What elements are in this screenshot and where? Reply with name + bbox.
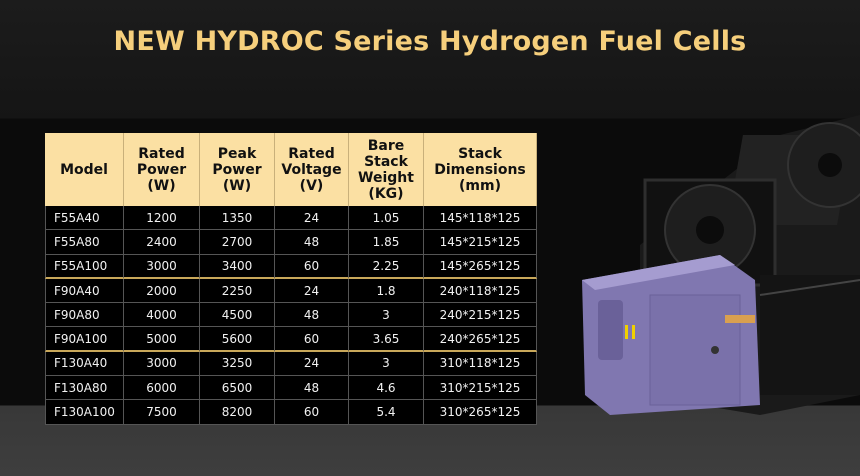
table-cell: 5000 [124,327,200,352]
table-cell: 4500 [200,303,275,328]
table-cell: 24 [275,351,349,377]
table-cell: 6500 [200,376,275,401]
table-cell: 7500 [124,400,200,425]
table-cell: 2700 [200,230,275,255]
table-cell: 1.8 [349,278,424,304]
table-cell: 24 [275,278,349,304]
table-cell: 60 [275,400,349,425]
table-cell: 3000 [124,351,200,377]
column-header: Rated Voltage (V) [275,133,349,206]
table-cell: 240*215*125 [424,303,537,328]
table-cell: 60 [275,254,349,279]
column-header: Peak Power (W) [200,133,275,206]
table-cell: 1350 [200,206,275,231]
table-cell: 2400 [124,230,200,255]
table-cell: F130A40 [45,351,124,377]
table-cell: F130A100 [45,400,124,425]
table-cell: 240*118*125 [424,278,537,304]
table-cell: 310*215*125 [424,376,537,401]
table-cell: 2.25 [349,254,424,279]
table-cell: 145*265*125 [424,254,537,279]
table-cell: 5.4 [349,400,424,425]
table-cell: 48 [275,230,349,255]
table-cell: F55A100 [45,254,124,279]
column-header: Bare Stack Weight (KG) [349,133,424,206]
table-cell: 4.6 [349,376,424,401]
table-cell: F55A40 [45,206,124,231]
table-cell: 2250 [200,278,275,304]
table-cell: 3 [349,303,424,328]
table-cell: 6000 [124,376,200,401]
spec-table: Model Rated Power (W) Peak Power (W) Rated … [45,133,537,425]
fuel-cell-image [582,115,860,415]
table-cell: 240*265*125 [424,327,537,352]
table-cell: 48 [275,376,349,401]
table-cell: 310*265*125 [424,400,537,425]
table-cell: 145*118*125 [424,206,537,231]
table-cell: F90A100 [45,327,124,352]
table-cell: 3 [349,351,424,377]
column-header: Model [45,133,124,206]
table-cell: 24 [275,206,349,231]
table-cell: F90A40 [45,278,124,304]
table-cell: 310*118*125 [424,351,537,377]
table-cell: 2000 [124,278,200,304]
table-cell: F130A80 [45,376,124,401]
table-cell: 3.65 [349,327,424,352]
table-cell: 8200 [200,400,275,425]
table-cell: 1200 [124,206,200,231]
table-cell: F55A80 [45,230,124,255]
column-header: Stack Dimensions (mm) [424,133,537,206]
table-cell: 5600 [200,327,275,352]
table-cell: 1.05 [349,206,424,231]
column-header: Rated Power (W) [124,133,200,206]
table-cell: 145*215*125 [424,230,537,255]
table-cell: F90A80 [45,303,124,328]
title: NEW HYDROC Series Hydrogen Fuel Cells [113,26,747,57]
table-cell: 4000 [124,303,200,328]
table-cell: 1.85 [349,230,424,255]
table-cell: 48 [275,303,349,328]
table-cell: 3250 [200,351,275,377]
table-cell: 3400 [200,254,275,279]
table-cell: 60 [275,327,349,352]
table-cell: 3000 [124,254,200,279]
